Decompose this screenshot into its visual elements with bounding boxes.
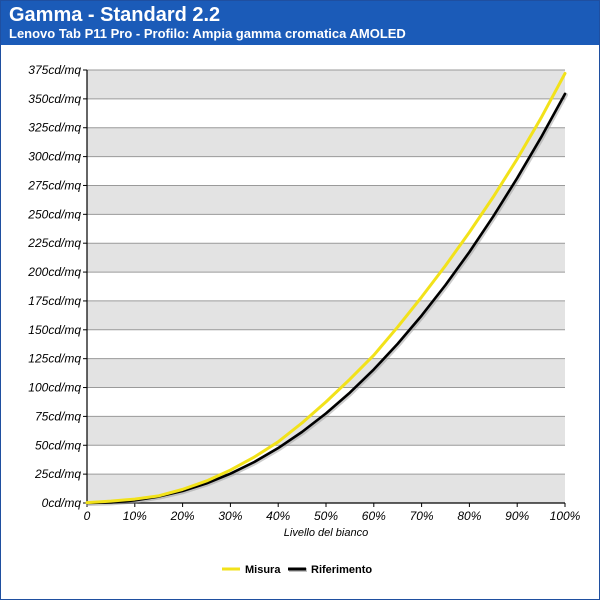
y-tick-label: 275cd/mq xyxy=(27,178,81,192)
y-tick-label: 75cd/mq xyxy=(35,409,81,423)
y-tick-label: 300cd/mq xyxy=(28,150,81,164)
x-tick-label: 40% xyxy=(266,509,290,523)
y-tick-label: 175cd/mq xyxy=(28,294,81,308)
x-tick-label: 60% xyxy=(362,509,386,523)
y-tick-label: 25cd/mq xyxy=(34,467,81,481)
series-misura-line xyxy=(85,71,567,505)
plot-band xyxy=(87,243,565,273)
plot-band xyxy=(87,185,565,215)
plot-band xyxy=(87,156,565,186)
plot-band xyxy=(87,272,565,301)
plot-band xyxy=(87,416,565,446)
legend-riferimento-label: Riferimento xyxy=(311,564,372,576)
y-tick-label: 125cd/mq xyxy=(28,352,81,366)
plot-band xyxy=(87,98,565,128)
plot-band xyxy=(87,300,565,330)
legend-misura-label: Misura xyxy=(245,564,281,576)
x-tick-label: 0 xyxy=(84,509,91,523)
y-tick-label: 200cd/mq xyxy=(27,265,81,279)
x-tick-label: 30% xyxy=(218,509,242,523)
plot-band xyxy=(87,329,565,359)
x-tick-label: 50% xyxy=(314,509,338,523)
x-tick-label: 90% xyxy=(505,509,529,523)
chart-title: Gamma - Standard 2.2 xyxy=(9,4,221,26)
plot-band xyxy=(87,474,565,503)
plot-band xyxy=(87,127,565,157)
y-tick-label: 50cd/mq xyxy=(35,438,81,452)
x-tick-label: 10% xyxy=(123,509,147,523)
x-tick-label: 80% xyxy=(457,509,481,523)
y-tick-label: 0cd/mq xyxy=(42,496,82,510)
y-tick-label: 150cd/mq xyxy=(28,323,81,337)
x-tick-label: 100% xyxy=(550,509,581,523)
x-tick-label: 70% xyxy=(410,509,434,523)
y-tick-label: 375cd/mq xyxy=(28,63,81,77)
plot-band xyxy=(87,358,565,388)
y-tick-label: 250cd/mq xyxy=(27,207,81,221)
y-tick-label: 225cd/mq xyxy=(27,236,81,250)
x-axis-title: Livello del bianco xyxy=(284,527,368,539)
plot-band xyxy=(87,70,565,99)
chart-header: Gamma - Standard 2.2 Lenovo Tab P11 Pro … xyxy=(1,1,599,45)
chart-subtitle: Lenovo Tab P11 Pro - Profilo: Ampia gamm… xyxy=(9,26,406,41)
x-tick-label: 20% xyxy=(170,509,195,523)
y-tick-label: 350cd/mq xyxy=(28,92,81,106)
y-tick-label: 100cd/mq xyxy=(28,381,81,395)
plot-band xyxy=(87,445,565,475)
y-tick-label: 325cd/mq xyxy=(28,121,81,135)
